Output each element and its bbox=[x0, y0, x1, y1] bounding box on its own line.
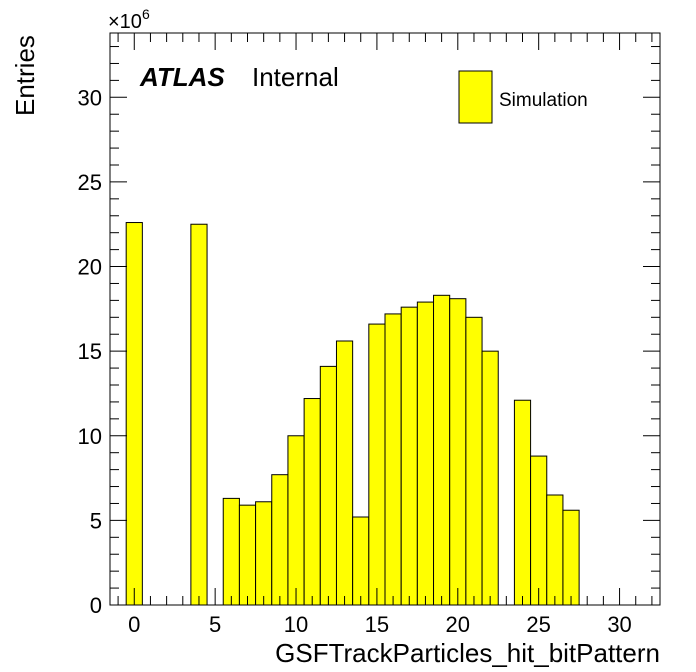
histogram-bar bbox=[513, 399, 532, 606]
legend-swatch-simulation bbox=[458, 70, 493, 124]
atlas-label: ATLAS bbox=[139, 62, 225, 92]
histogram-bar bbox=[319, 365, 337, 606]
histogram-bar bbox=[271, 474, 289, 606]
y-tick-label: 0 bbox=[90, 593, 102, 618]
x-tick-label: 5 bbox=[209, 612, 221, 637]
y-tick-label: 5 bbox=[90, 508, 102, 533]
histogram-bar bbox=[546, 494, 564, 606]
x-tick-label: 25 bbox=[526, 612, 550, 637]
histogram-bar bbox=[530, 455, 548, 606]
histogram-bar bbox=[481, 350, 499, 606]
y-tick-label: 30 bbox=[78, 85, 102, 110]
histogram-bar bbox=[465, 316, 483, 606]
histogram-bar bbox=[222, 497, 240, 606]
histogram-bar bbox=[255, 501, 273, 606]
histogram-bar bbox=[335, 340, 354, 606]
histogram-bar bbox=[287, 435, 305, 606]
histogram-bar bbox=[562, 509, 580, 606]
y-multiplier: ×106 bbox=[108, 6, 150, 33]
histogram-bar bbox=[449, 298, 467, 606]
x-tick-labels: 0 5 10 15 20 25 30 bbox=[128, 612, 632, 637]
histogram-bar bbox=[352, 516, 370, 606]
histogram-bar bbox=[433, 294, 451, 606]
x-tick-label: 15 bbox=[365, 612, 389, 637]
histogram-bar bbox=[125, 222, 143, 606]
histogram-bar bbox=[368, 323, 386, 606]
x-axis-ticks bbox=[117, 33, 653, 605]
histogram-bar bbox=[190, 223, 208, 606]
y-tick-label: 20 bbox=[78, 255, 102, 280]
x-tick-label: 30 bbox=[607, 612, 631, 637]
atlas-status: Internal bbox=[252, 62, 339, 92]
x-tick-label: 0 bbox=[128, 612, 140, 637]
legend: Simulation bbox=[458, 70, 588, 124]
histogram-bar bbox=[303, 398, 321, 606]
y-axis-label: Entries bbox=[10, 35, 40, 116]
legend-label-simulation: Simulation bbox=[499, 90, 588, 111]
plot-frame bbox=[109, 32, 661, 606]
y-axis-ticks bbox=[110, 46, 660, 606]
histogram-bar bbox=[384, 313, 402, 606]
y-tick-label: 15 bbox=[78, 339, 102, 364]
x-tick-label: 20 bbox=[446, 612, 470, 637]
histogram-bar bbox=[400, 306, 418, 606]
histogram-bar bbox=[416, 301, 435, 606]
x-tick-label: 10 bbox=[284, 612, 308, 637]
histogram-bar bbox=[238, 504, 257, 606]
histogram-bars bbox=[125, 222, 580, 606]
y-tick-label: 25 bbox=[78, 170, 102, 195]
y-tick-labels: 0 5 10 15 20 25 30 bbox=[78, 85, 102, 618]
x-axis-label: GSFTrackParticles_hit_bitPattern bbox=[275, 638, 660, 668]
y-tick-label: 10 bbox=[78, 424, 102, 449]
